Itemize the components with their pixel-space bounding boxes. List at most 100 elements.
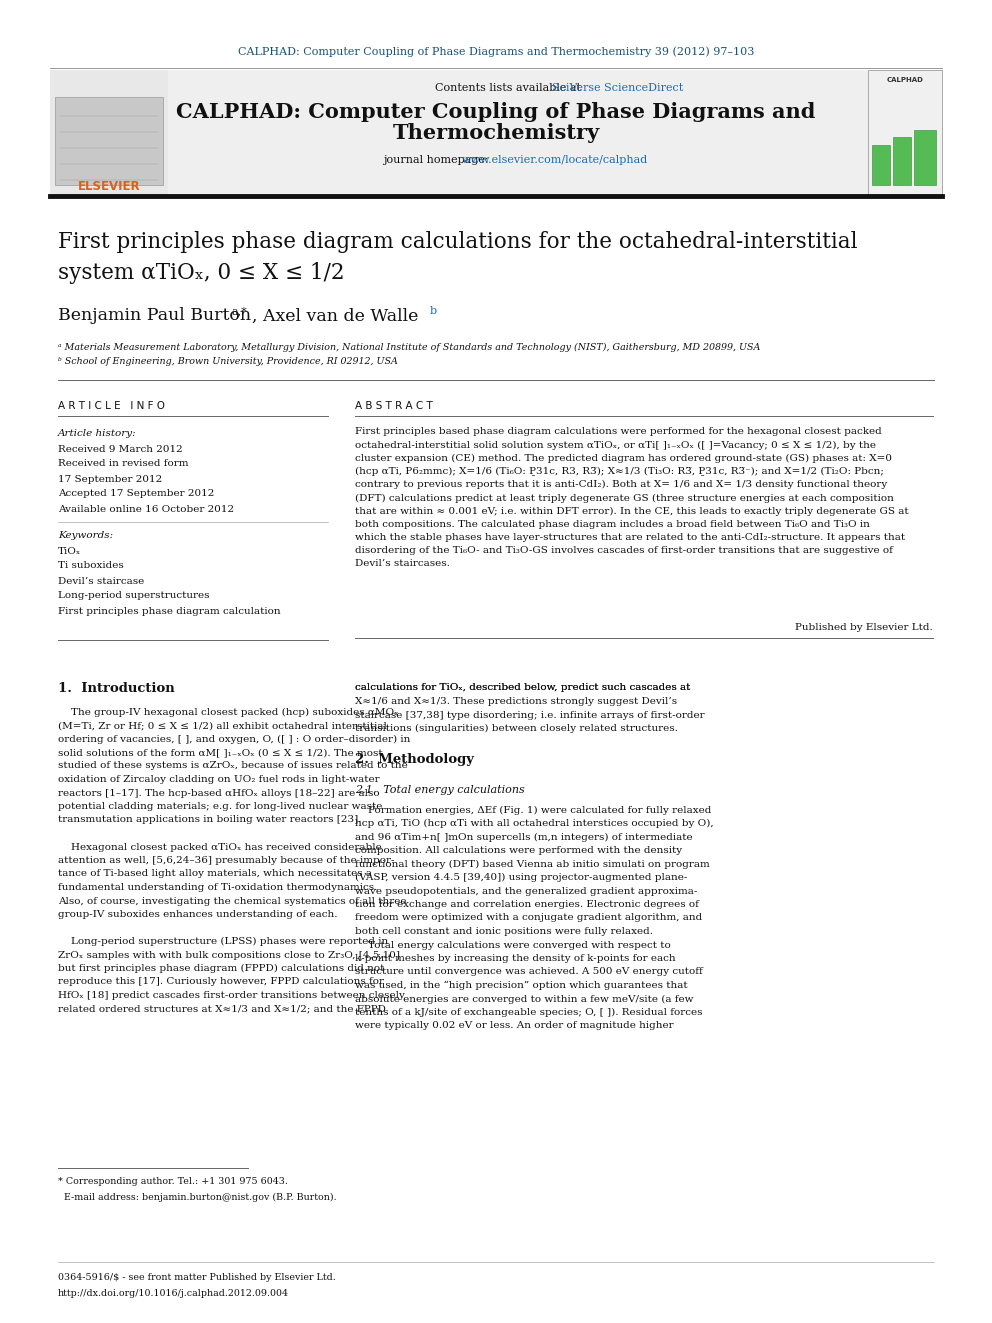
Text: k-point meshes by increasing the density of k-points for each: k-point meshes by increasing the density… <box>355 954 676 963</box>
Text: group-IV suboxides enhances understanding of each.: group-IV suboxides enhances understandin… <box>58 910 337 919</box>
Text: Long-period superstructures: Long-period superstructures <box>58 591 209 601</box>
Text: but first principles phase diagram (FPPD) calculations did not: but first principles phase diagram (FPPD… <box>58 964 384 972</box>
Text: contrary to previous reports that it is anti-CdI₂). Both at X= 1/6 and X= 1/3 de: contrary to previous reports that it is … <box>355 480 887 490</box>
Bar <box>50 70 168 194</box>
Text: composition. All calculations were performed with the density: composition. All calculations were perfo… <box>355 845 682 855</box>
Text: ELSEVIER: ELSEVIER <box>77 180 140 193</box>
Text: CALPHAD: CALPHAD <box>887 77 924 83</box>
Text: Article history:: Article history: <box>58 430 137 438</box>
Text: ᵇ School of Engineering, Brown University, Providence, RI 02912, USA: ᵇ School of Engineering, Brown Universit… <box>58 357 398 366</box>
Text: both compositions. The calculated phase diagram includes a broad field between T: both compositions. The calculated phase … <box>355 520 870 529</box>
Text: calculations for TiOₓ, described below, predict such cascades at: calculations for TiOₓ, described below, … <box>355 684 690 692</box>
Text: Devil’s staircase: Devil’s staircase <box>58 577 144 586</box>
Text: Also, of course, investigating the chemical systematics of all three: Also, of course, investigating the chemi… <box>58 897 407 905</box>
Text: cluster expansion (CE) method. The predicted diagram has ordered ground-state (G: cluster expansion (CE) method. The predi… <box>355 454 892 463</box>
Text: Contents lists available at: Contents lists available at <box>435 83 584 93</box>
Text: 2.  Methodology: 2. Methodology <box>355 754 474 766</box>
Text: 0364-5916/$ - see front matter Published by Elsevier Ltd.: 0364-5916/$ - see front matter Published… <box>58 1274 335 1282</box>
Text: hcp αTi, TiO (hcp αTi with all octahedral interstices occupied by O),: hcp αTi, TiO (hcp αTi with all octahedra… <box>355 819 713 828</box>
Bar <box>868 70 942 194</box>
Bar <box>50 70 942 194</box>
Text: First principles phase diagram calculation: First principles phase diagram calculati… <box>58 606 281 615</box>
Text: (hcp αTi, P6₂mmc); X=1/6 (Ti₆O: P̱31c, R3, R3̅); X≈1/3 (Ti₃O: R3̅, P̱31c, R3̅⁻);: (hcp αTi, P6₂mmc); X=1/6 (Ti₆O: P̱31c, R… <box>355 467 884 476</box>
Text: (M=Ti, Zr or Hf; 0 ≤ X ≤ 1/2) all exhibit octahedral interstitial: (M=Ti, Zr or Hf; 0 ≤ X ≤ 1/2) all exhibi… <box>58 721 387 730</box>
Text: octahedral-interstitial solid solution system αTiOₓ, or αTi[ ]₁₋ₓOₓ ([ ]=Vacancy: octahedral-interstitial solid solution s… <box>355 441 876 450</box>
Text: attention as well, [5,6,24–36] presumably because of the impor-: attention as well, [5,6,24–36] presumabl… <box>58 856 395 865</box>
Text: Received 9 March 2012: Received 9 March 2012 <box>58 445 183 454</box>
Text: First principles phase diagram calculations for the octahedral-interstitial: First principles phase diagram calculati… <box>58 232 857 253</box>
Text: b: b <box>430 306 437 316</box>
Text: Keywords:: Keywords: <box>58 532 113 541</box>
Text: www.elsevier.com/locate/calphad: www.elsevier.com/locate/calphad <box>462 155 648 165</box>
Text: (VASP, version 4.4.5 [39,40]) using projector-augmented plane-: (VASP, version 4.4.5 [39,40]) using proj… <box>355 873 687 882</box>
Text: a,*: a,* <box>232 306 248 316</box>
Text: ᵃ Materials Measurement Laboratory, Metallurgy Division, National Institute of S: ᵃ Materials Measurement Laboratory, Meta… <box>58 343 761 352</box>
Text: 1.  Introduction: 1. Introduction <box>58 681 175 695</box>
Text: oxidation of Zircaloy cladding on UO₂ fuel rods in light-water: oxidation of Zircaloy cladding on UO₂ fu… <box>58 775 380 785</box>
Text: http://dx.doi.org/10.1016/j.calphad.2012.09.004: http://dx.doi.org/10.1016/j.calphad.2012… <box>58 1289 289 1298</box>
Text: wave pseudopotentials, and the generalized gradient approxima-: wave pseudopotentials, and the generaliz… <box>355 886 697 896</box>
Bar <box>893 138 911 185</box>
Text: tance of Ti-based light alloy materials, which necessitates a: tance of Ti-based light alloy materials,… <box>58 869 372 878</box>
Text: was used, in the “high precision” option which guarantees that: was used, in the “high precision” option… <box>355 980 687 990</box>
Text: SciVerse ScienceDirect: SciVerse ScienceDirect <box>552 83 683 93</box>
Text: The group-IV hexagonal closest packed (hcp) suboxides αMOₓ: The group-IV hexagonal closest packed (h… <box>58 708 399 717</box>
Bar <box>55 97 163 185</box>
Text: solid solutions of the form αM[ ]₁₋ₓOₓ (0 ≤ X ≤ 1/2). The most: solid solutions of the form αM[ ]₁₋ₓOₓ (… <box>58 747 383 757</box>
Text: functional theory (DFT) based Vienna ab initio simulati on program: functional theory (DFT) based Vienna ab … <box>355 860 709 869</box>
Text: Total energy calculations were converged with respect to: Total energy calculations were converged… <box>355 941 671 950</box>
Text: A B S T R A C T: A B S T R A C T <box>355 401 433 411</box>
Text: Devil’s staircases.: Devil’s staircases. <box>355 560 450 569</box>
Text: First principles based phase diagram calculations were performed for the hexagon: First principles based phase diagram cal… <box>355 427 882 437</box>
Text: (DFT) calculations predict at least triply degenerate GS (three structure energi: (DFT) calculations predict at least trip… <box>355 493 894 503</box>
Text: ZrOₓ samples with with bulk compositions close to Zr₃O, [4,5,10]: ZrOₓ samples with with bulk compositions… <box>58 950 400 959</box>
Text: freedom were optimized with a conjugate gradient algorithm, and: freedom were optimized with a conjugate … <box>355 913 702 922</box>
Text: were typically 0.02 eV or less. An order of magnitude higher: were typically 0.02 eV or less. An order… <box>355 1021 674 1031</box>
Text: Hexagonal closest packed αTiOₓ has received considerable: Hexagonal closest packed αTiOₓ has recei… <box>58 843 382 852</box>
Text: and 96 αTim+n[ ]mOn supercells (m,n integers) of intermediate: and 96 αTim+n[ ]mOn supercells (m,n inte… <box>355 832 692 841</box>
Text: TiOₓ: TiOₓ <box>58 546 81 556</box>
Text: which the stable phases have layer-structures that are related to the anti-CdI₂-: which the stable phases have layer-struc… <box>355 533 905 542</box>
Text: structure until convergence was achieved. A 500 eV energy cutoff: structure until convergence was achieved… <box>355 967 702 976</box>
Text: Accepted 17 September 2012: Accepted 17 September 2012 <box>58 490 214 499</box>
Text: 2.1.  Total energy calculations: 2.1. Total energy calculations <box>355 785 525 795</box>
Text: Ti suboxides: Ti suboxides <box>58 561 124 570</box>
Text: Formation energies, ΔEf (Fig. 1) were calculated for fully relaxed: Formation energies, ΔEf (Fig. 1) were ca… <box>355 806 711 815</box>
Text: reactors [1–17]. The hcp-based αHfOₓ alloys [18–22] are also: reactors [1–17]. The hcp-based αHfOₓ all… <box>58 789 380 798</box>
Text: CALPHAD: Computer Coupling of Phase Diagrams and: CALPHAD: Computer Coupling of Phase Diag… <box>177 102 815 122</box>
Text: E-mail address: benjamin.burton@nist.gov (B.P. Burton).: E-mail address: benjamin.burton@nist.gov… <box>58 1192 336 1201</box>
Text: related ordered structures at X≈1/3 and X≈1/2; and the FPPD: related ordered structures at X≈1/3 and … <box>58 1004 386 1013</box>
Text: disordering of the Ti₆O- and Ti₃O-GS involves cascades of first-order transition: disordering of the Ti₆O- and Ti₃O-GS inv… <box>355 546 893 556</box>
Text: CALPHAD: Computer Coupling of Phase Diagrams and Thermochemistry 39 (2012) 97–10: CALPHAD: Computer Coupling of Phase Diag… <box>238 46 754 57</box>
Text: Long-period superstructure (LPSS) phases were reported in: Long-period superstructure (LPSS) phases… <box>58 937 388 946</box>
Text: both cell constant and ionic positions were fully relaxed.: both cell constant and ionic positions w… <box>355 927 653 935</box>
Text: reproduce this [17]. Curiously however, FPPD calculations for: reproduce this [17]. Curiously however, … <box>58 978 384 987</box>
Bar <box>914 130 936 185</box>
Text: , Axel van de Walle: , Axel van de Walle <box>252 307 419 324</box>
Text: fundamental understanding of Ti-oxidation thermodynamics.: fundamental understanding of Ti-oxidatio… <box>58 882 377 892</box>
Text: tenths of a kJ/site of exchangeable species; O, [ ]). Residual forces: tenths of a kJ/site of exchangeable spec… <box>355 1008 702 1017</box>
Text: 17 September 2012: 17 September 2012 <box>58 475 163 483</box>
Text: HfOₓ [18] predict cascades first-order transitions between closely: HfOₓ [18] predict cascades first-order t… <box>58 991 405 1000</box>
Text: tion for exchange and correlation energies. Electronic degrees of: tion for exchange and correlation energi… <box>355 900 699 909</box>
Text: journal homepage:: journal homepage: <box>383 155 492 165</box>
Text: X≈1/6 and X≈1/3. These predictions strongly suggest Devil’s: X≈1/6 and X≈1/3. These predictions stron… <box>355 697 678 706</box>
Text: Published by Elsevier Ltd.: Published by Elsevier Ltd. <box>796 623 933 632</box>
Text: calculations for TiOₓ, described below, predict such cascades at: calculations for TiOₓ, described below, … <box>355 684 690 692</box>
Text: Thermochemistry: Thermochemistry <box>393 123 599 143</box>
Text: system αTiOₓ, 0 ≤ X ≤ 1/2: system αTiOₓ, 0 ≤ X ≤ 1/2 <box>58 262 344 284</box>
Text: absolute energies are converged to within a few meV/site (a few: absolute energies are converged to withi… <box>355 995 693 1004</box>
Text: studied of these systems is αZrOₓ, because of issues related to the: studied of these systems is αZrOₓ, becau… <box>58 762 408 770</box>
Text: transmutation applications in boiling water reactors [23].: transmutation applications in boiling wa… <box>58 815 361 824</box>
Text: Available online 16 October 2012: Available online 16 October 2012 <box>58 504 234 513</box>
Text: Received in revised form: Received in revised form <box>58 459 188 468</box>
Text: potential cladding materials; e.g. for long-lived nuclear waste: potential cladding materials; e.g. for l… <box>58 802 382 811</box>
Text: * Corresponding author. Tel.: +1 301 975 6043.: * Corresponding author. Tel.: +1 301 975… <box>58 1177 288 1187</box>
Text: Benjamin Paul Burton: Benjamin Paul Burton <box>58 307 257 324</box>
Text: ordering of vacancies, [ ], and oxygen, O, ([ ] : O order–disorder) in: ordering of vacancies, [ ], and oxygen, … <box>58 734 411 744</box>
Text: staircase [37,38] type disordering; i.e. infinite arrays of first-order: staircase [37,38] type disordering; i.e.… <box>355 710 704 720</box>
Text: A R T I C L E   I N F O: A R T I C L E I N F O <box>58 401 165 411</box>
Text: transitions (singularities) between closely related structures.: transitions (singularities) between clos… <box>355 724 678 733</box>
Bar <box>872 146 890 185</box>
Text: that are within ≈ 0.001 eV; i.e. within DFT error). In the CE, this leads to exa: that are within ≈ 0.001 eV; i.e. within … <box>355 507 909 516</box>
